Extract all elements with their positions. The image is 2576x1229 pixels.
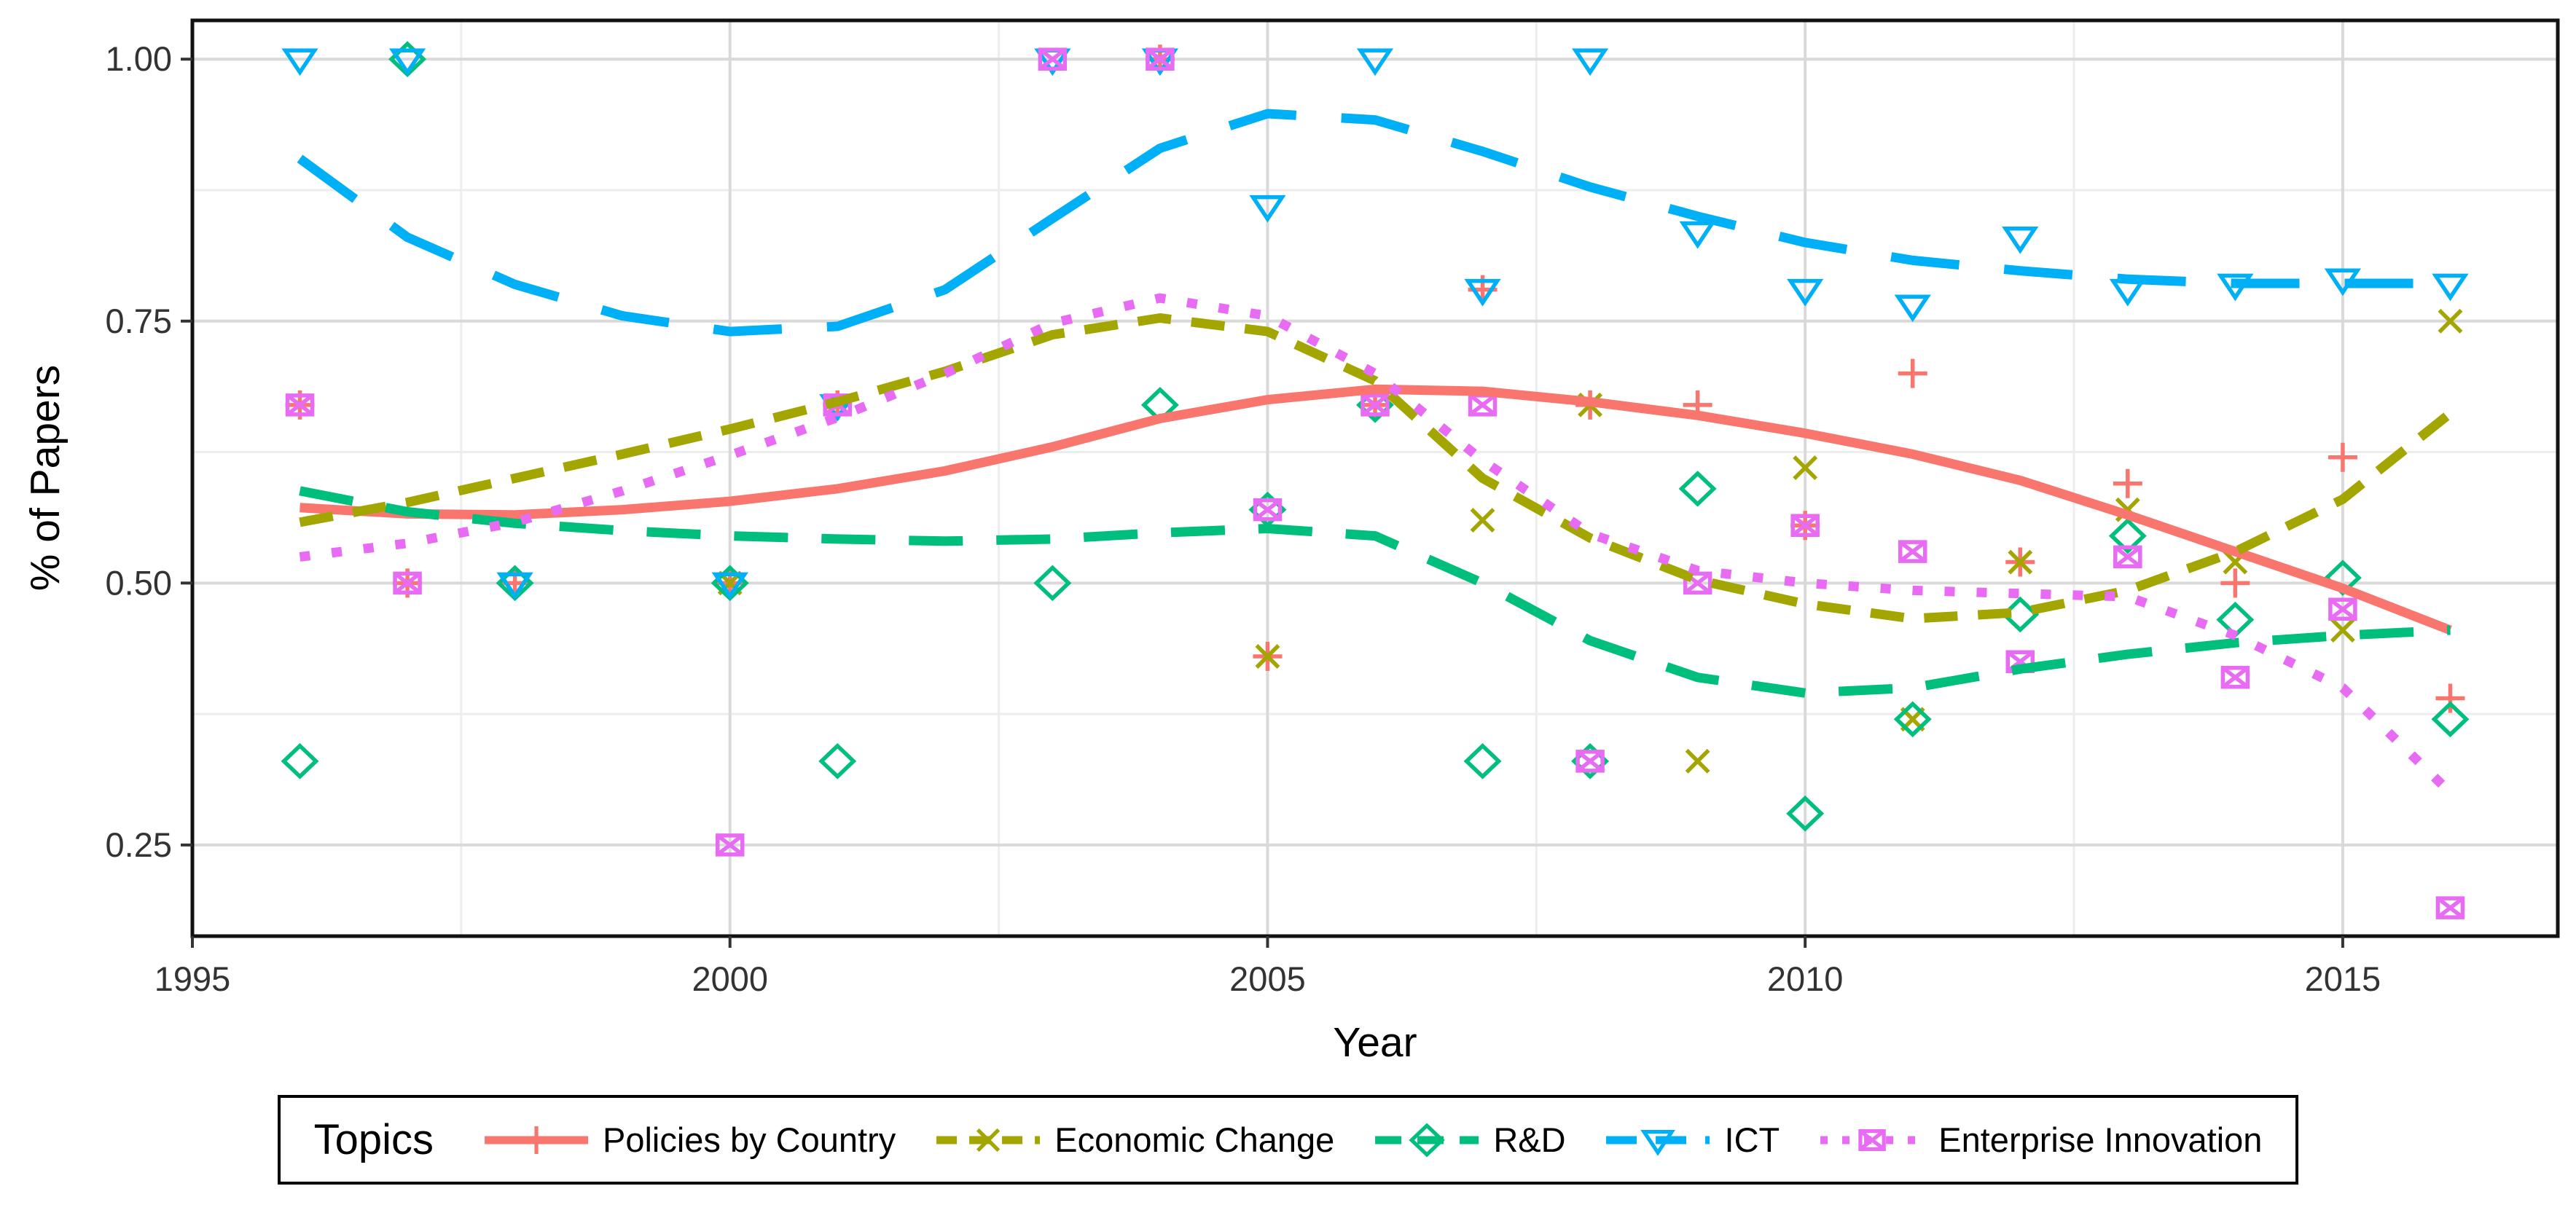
box-x-marker xyxy=(1146,47,1175,71)
plus-marker xyxy=(2328,442,2357,472)
legend-label-economic-change: Economic Change xyxy=(1054,1120,1335,1159)
triangle-down-marker xyxy=(2002,226,2039,254)
series-trendline-policies-by-country xyxy=(300,384,2452,635)
triangle-down-marker xyxy=(1679,221,1716,249)
box-x-marker xyxy=(1898,540,1927,563)
legend-key-r-d xyxy=(1375,1122,1479,1158)
box-x-marker xyxy=(715,833,745,857)
triangle-down-marker xyxy=(281,48,318,76)
triangle-down-marker xyxy=(2432,273,2469,302)
legend-label-policies-by-country: Policies by Country xyxy=(602,1120,896,1159)
legend-entry-economic-change: Economic Change xyxy=(933,1116,1334,1164)
legend-key-ict xyxy=(1606,1129,1710,1156)
triangle-down-marker xyxy=(388,48,426,76)
series-trendline-economic-change xyxy=(299,313,2454,624)
diamond-marker xyxy=(1409,1122,1445,1158)
x-marker xyxy=(2438,308,2463,334)
legend-title: Topics xyxy=(313,1116,434,1163)
legend-label-r-d: R&D xyxy=(1493,1120,1566,1159)
box-x-marker xyxy=(1038,47,1068,71)
x-tick-label: 2005 xyxy=(1229,959,1306,998)
y-tick-label: 0.50 xyxy=(106,563,172,602)
box-x-marker xyxy=(1858,1128,1887,1151)
x-tick-label: 1995 xyxy=(154,959,231,998)
legend-label-enterprise-innovation: Enterprise Innovation xyxy=(1938,1120,2263,1159)
triangle-down-marker xyxy=(1464,278,1501,307)
box-x-marker xyxy=(2220,666,2250,689)
x-axis-title: Year xyxy=(1333,1019,1417,1066)
box-x-marker xyxy=(1790,514,1820,537)
series-trendline-ict xyxy=(297,109,2451,337)
axis-ticks: 0.25 0.50 0.75 1.00 1995 2000 2005 2010 2015 xyxy=(106,39,2381,998)
x-tick-label: 2010 xyxy=(1767,959,1844,998)
triangle-down-marker xyxy=(711,572,748,600)
triangle-down-marker xyxy=(1894,294,1931,323)
legend-entry-r-d: R&D xyxy=(1372,1116,1566,1164)
triangle-down-marker xyxy=(1356,48,1394,76)
series-trendline-r-d xyxy=(299,486,2451,698)
plus-marker xyxy=(522,1126,550,1154)
x-marker xyxy=(1470,508,1495,533)
triangle-down-marker xyxy=(1640,1129,1676,1156)
legend-entry-ict: ICT xyxy=(1604,1116,1780,1164)
triangle-down-marker xyxy=(1249,195,1286,223)
legend-key-enterprise-innovation xyxy=(1820,1128,1925,1151)
diamond-marker xyxy=(281,743,319,780)
grid-minor xyxy=(192,20,2558,936)
plus-marker xyxy=(2113,468,2142,498)
x-tick-label: 2000 xyxy=(692,959,768,998)
x-tick-label: 2015 xyxy=(2305,959,2381,998)
x-marker xyxy=(2008,549,2033,575)
box-x-marker xyxy=(2113,545,2142,569)
x-marker xyxy=(1793,455,1818,481)
legend-key-policies-by-country xyxy=(484,1126,588,1154)
diamond-marker xyxy=(1463,743,1502,780)
legend-label-ict: ICT xyxy=(1724,1120,1780,1159)
plot-panel xyxy=(192,20,2558,936)
y-axis-title: % of Papers xyxy=(22,364,68,592)
box-x-marker xyxy=(1575,750,1605,773)
x-marker xyxy=(1255,644,1280,669)
triangle-down-marker xyxy=(496,572,533,600)
diamond-marker xyxy=(1893,701,1932,738)
box-x-marker xyxy=(1361,393,1390,417)
diamond-marker xyxy=(1033,565,1072,602)
y-tick-label: 0.75 xyxy=(106,302,172,340)
series-points-enterprise-innovation xyxy=(285,47,2465,919)
x-marker xyxy=(1685,748,1710,774)
diamond-marker xyxy=(818,743,857,780)
box-x-marker xyxy=(2328,597,2357,621)
x-marker xyxy=(2330,618,2355,643)
y-tick-label: 0.25 xyxy=(106,825,172,864)
diamond-marker xyxy=(2108,517,2147,554)
legend-entries: Policies by Country Economic Change R&D ICT… xyxy=(482,1116,2262,1164)
plus-marker xyxy=(2435,683,2465,713)
box-x-marker xyxy=(285,393,315,417)
panel-border xyxy=(190,18,2560,938)
plus-marker xyxy=(2220,568,2250,598)
x-marker xyxy=(976,1128,1001,1152)
box-x-marker xyxy=(1253,498,1283,522)
legend-entry-enterprise-innovation: Enterprise Innovation xyxy=(1817,1116,2262,1164)
triangle-down-marker xyxy=(1571,48,1609,76)
box-x-marker xyxy=(2435,896,2465,919)
legend-entry-policies-by-country: Policies by Country xyxy=(482,1116,896,1164)
legend: Topics Policies by Country Economic Chang… xyxy=(277,1095,2299,1185)
y-tick-label: 1.00 xyxy=(106,39,172,78)
plus-marker xyxy=(1898,358,1927,388)
box-x-marker xyxy=(393,571,422,595)
legend-key-economic-change xyxy=(936,1128,1041,1152)
diamond-marker xyxy=(1678,471,1717,507)
diamond-marker xyxy=(1786,795,1825,832)
triangle-down-marker xyxy=(1787,278,1824,307)
diamond-marker xyxy=(2431,701,2470,738)
